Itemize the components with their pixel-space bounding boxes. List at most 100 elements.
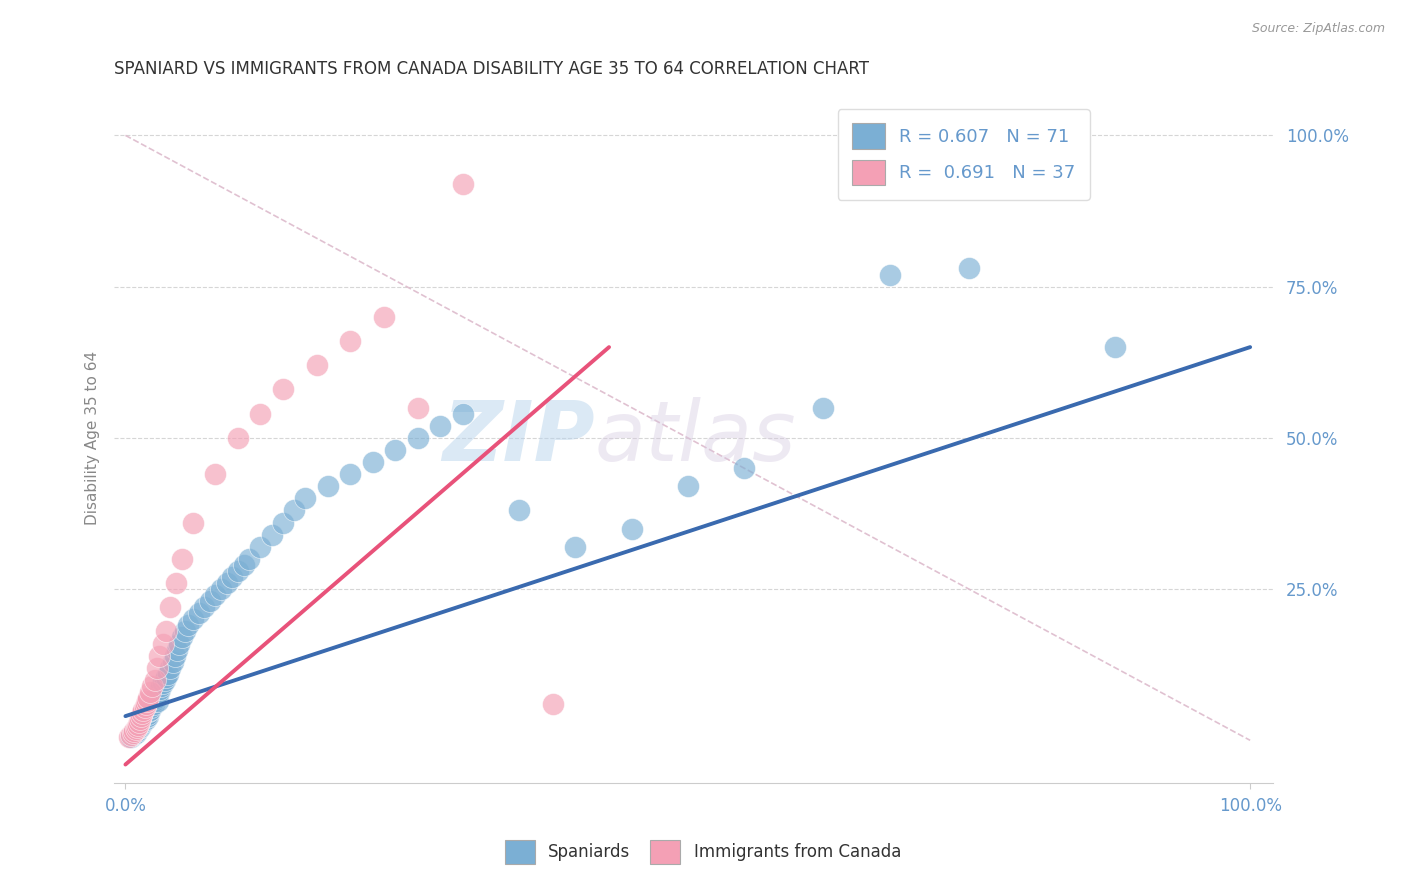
Point bbox=[131, 716, 153, 731]
Point bbox=[564, 540, 586, 554]
Point bbox=[124, 727, 146, 741]
Point bbox=[135, 710, 157, 724]
Point bbox=[226, 431, 249, 445]
Point bbox=[155, 670, 177, 684]
Point bbox=[193, 600, 215, 615]
Point bbox=[361, 455, 384, 469]
Legend: R = 0.607   N = 71, R =  0.691   N = 37: R = 0.607 N = 71, R = 0.691 N = 37 bbox=[838, 109, 1090, 200]
Point bbox=[676, 479, 699, 493]
Point bbox=[143, 673, 166, 687]
Point bbox=[128, 721, 150, 735]
Point bbox=[159, 600, 181, 615]
Point bbox=[339, 467, 361, 482]
Point bbox=[124, 723, 146, 737]
Point bbox=[141, 700, 163, 714]
Point bbox=[134, 714, 156, 728]
Point bbox=[232, 558, 254, 572]
Text: Source: ZipAtlas.com: Source: ZipAtlas.com bbox=[1251, 22, 1385, 36]
Point bbox=[132, 715, 155, 730]
Point bbox=[165, 576, 187, 591]
Point bbox=[153, 673, 176, 687]
Point bbox=[139, 685, 162, 699]
Point bbox=[124, 726, 146, 740]
Point bbox=[451, 177, 474, 191]
Point bbox=[181, 612, 204, 626]
Point bbox=[406, 431, 429, 445]
Point bbox=[177, 618, 200, 632]
Point bbox=[204, 467, 226, 482]
Point bbox=[733, 461, 755, 475]
Point bbox=[249, 540, 271, 554]
Point bbox=[271, 383, 294, 397]
Point bbox=[620, 522, 643, 536]
Point bbox=[148, 685, 170, 699]
Point bbox=[283, 503, 305, 517]
Point bbox=[162, 655, 184, 669]
Point bbox=[148, 648, 170, 663]
Point bbox=[169, 636, 191, 650]
Point bbox=[260, 527, 283, 541]
Point bbox=[146, 661, 169, 675]
Text: ZIP: ZIP bbox=[443, 397, 595, 478]
Point bbox=[134, 700, 156, 714]
Point bbox=[128, 715, 150, 730]
Point bbox=[146, 688, 169, 702]
Point bbox=[120, 731, 142, 745]
Point bbox=[174, 624, 197, 639]
Y-axis label: Disability Age 35 to 64: Disability Age 35 to 64 bbox=[86, 351, 100, 524]
Point bbox=[150, 679, 173, 693]
Point bbox=[122, 729, 145, 743]
Point bbox=[198, 594, 221, 608]
Point bbox=[152, 676, 174, 690]
Point bbox=[124, 724, 146, 739]
Point bbox=[451, 407, 474, 421]
Point bbox=[159, 661, 181, 675]
Point bbox=[209, 582, 232, 596]
Point bbox=[135, 712, 157, 726]
Legend: Spaniards, Immigrants from Canada: Spaniards, Immigrants from Canada bbox=[498, 833, 908, 871]
Point bbox=[170, 631, 193, 645]
Point bbox=[157, 666, 180, 681]
Point bbox=[149, 681, 172, 696]
Point bbox=[166, 642, 188, 657]
Point bbox=[129, 712, 152, 726]
Point bbox=[221, 570, 243, 584]
Point bbox=[146, 694, 169, 708]
Point bbox=[163, 648, 186, 663]
Text: SPANIARD VS IMMIGRANTS FROM CANADA DISABILITY AGE 35 TO 64 CORRELATION CHART: SPANIARD VS IMMIGRANTS FROM CANADA DISAB… bbox=[114, 60, 869, 78]
Point bbox=[226, 564, 249, 578]
Point bbox=[406, 401, 429, 415]
Text: atlas: atlas bbox=[595, 397, 797, 478]
Point bbox=[138, 704, 160, 718]
Point bbox=[339, 334, 361, 348]
Point bbox=[120, 729, 142, 743]
Point bbox=[129, 709, 152, 723]
Point bbox=[249, 407, 271, 421]
Point bbox=[294, 491, 316, 506]
Point bbox=[541, 697, 564, 711]
Point bbox=[125, 724, 148, 739]
Point bbox=[142, 694, 165, 708]
Point bbox=[141, 679, 163, 693]
Point bbox=[879, 268, 901, 282]
Point bbox=[215, 576, 238, 591]
Point bbox=[136, 706, 159, 721]
Point bbox=[129, 720, 152, 734]
Point bbox=[136, 709, 159, 723]
Point bbox=[204, 588, 226, 602]
Point bbox=[181, 516, 204, 530]
Point bbox=[145, 690, 167, 705]
Point bbox=[429, 418, 451, 433]
Point bbox=[316, 479, 339, 493]
Point bbox=[508, 503, 530, 517]
Point bbox=[131, 706, 153, 720]
Point bbox=[125, 720, 148, 734]
Point bbox=[125, 723, 148, 737]
Point bbox=[129, 718, 152, 732]
Point bbox=[127, 717, 149, 731]
Point bbox=[152, 636, 174, 650]
Point bbox=[135, 697, 157, 711]
Point bbox=[118, 731, 141, 745]
Point bbox=[238, 552, 260, 566]
Point bbox=[384, 442, 406, 457]
